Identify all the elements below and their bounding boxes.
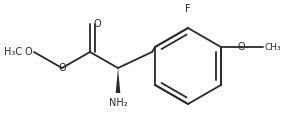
Text: NH₂: NH₂ <box>109 98 127 108</box>
Text: O: O <box>94 19 102 29</box>
Text: O: O <box>237 42 245 52</box>
Text: CH₃: CH₃ <box>265 43 282 51</box>
Text: O: O <box>24 47 32 57</box>
Text: F: F <box>185 4 191 14</box>
Text: O: O <box>58 63 66 73</box>
Text: H₃C: H₃C <box>4 47 22 57</box>
Polygon shape <box>116 68 120 93</box>
